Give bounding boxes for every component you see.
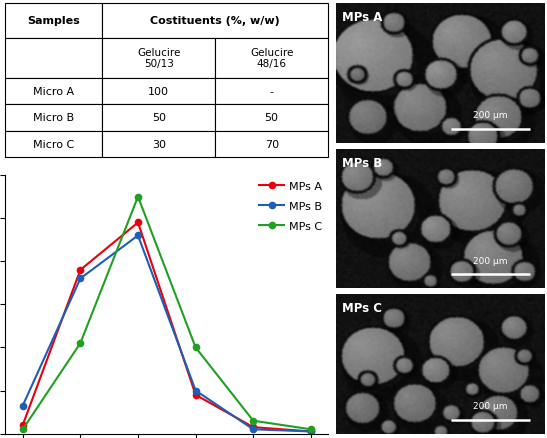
MPs C (193, 345, 199, 350)
Bar (5, 39, 102, 79)
Text: 70: 70 (265, 139, 279, 149)
MPs C (307, 427, 314, 432)
MPs B (135, 233, 141, 238)
Bar (5, 131, 102, 158)
Text: MPs B: MPs B (342, 156, 382, 169)
Bar (215, 39, 328, 79)
MPs A (135, 220, 141, 226)
Text: Micro A: Micro A (33, 87, 74, 97)
MPs B (20, 403, 26, 408)
Text: Samples: Samples (27, 16, 80, 26)
Bar (5, 105, 102, 131)
Bar (215, 105, 328, 131)
Bar (102, 131, 215, 158)
Text: Costituents (%, w/w): Costituents (%, w/w) (150, 16, 280, 26)
MPs B (250, 427, 257, 432)
MPs A (77, 268, 84, 273)
MPs C (20, 427, 26, 432)
Bar (215, 79, 328, 105)
MPs A (307, 429, 314, 434)
MPs A (250, 424, 257, 430)
MPs B (307, 429, 314, 434)
MPs C (250, 418, 257, 424)
MPs C (77, 341, 84, 346)
MPs B (77, 276, 84, 282)
Text: MPs C: MPs C (342, 301, 382, 314)
MPs A (20, 422, 26, 427)
Bar (102, 105, 215, 131)
MPs A (193, 392, 199, 398)
Text: 200 μm: 200 μm (473, 111, 508, 120)
Bar (5, 79, 102, 105)
Legend: MPs A, MPs B, MPs C: MPs A, MPs B, MPs C (259, 181, 323, 231)
Line: MPs B: MPs B (20, 233, 314, 434)
Text: Gelucire
48/16: Gelucire 48/16 (250, 48, 293, 69)
Text: Micro C: Micro C (33, 139, 74, 149)
Text: Gelucire
50/13: Gelucire 50/13 (137, 48, 181, 69)
Text: Micro B: Micro B (33, 113, 74, 123)
Bar (102, 4, 328, 39)
Text: 100: 100 (148, 87, 169, 97)
Text: 50: 50 (152, 113, 166, 123)
Bar (102, 79, 215, 105)
MPs C (135, 194, 141, 200)
Text: 30: 30 (152, 139, 166, 149)
Text: 200 μm: 200 μm (473, 401, 508, 410)
Text: 50: 50 (265, 113, 278, 123)
Bar (5, 4, 102, 39)
Bar (215, 131, 328, 158)
MPs B (193, 388, 199, 393)
Text: -: - (270, 87, 274, 97)
Text: 200 μm: 200 μm (473, 256, 508, 265)
Line: MPs A: MPs A (20, 220, 314, 434)
Line: MPs C: MPs C (20, 194, 314, 432)
Bar (102, 39, 215, 79)
Text: MPs A: MPs A (342, 11, 383, 25)
